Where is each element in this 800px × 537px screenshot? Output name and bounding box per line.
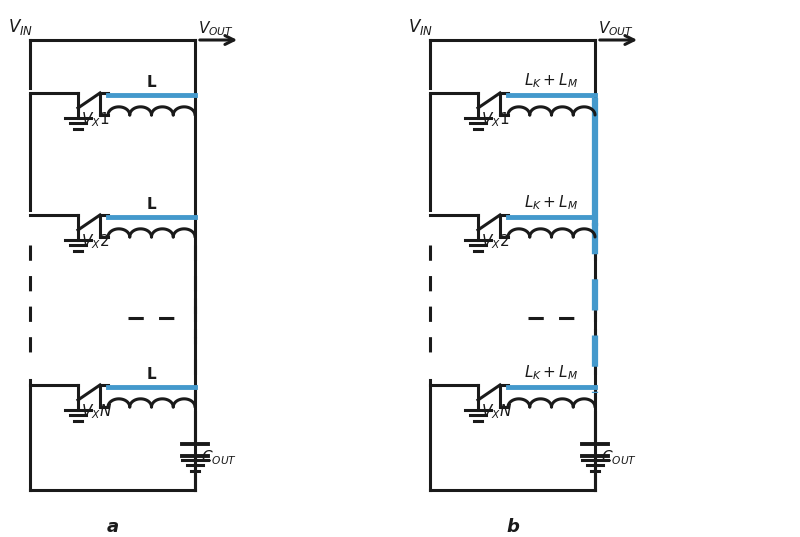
Text: $C_{OUT}$: $C_{OUT}$ (601, 448, 637, 467)
Text: $V_X2$: $V_X2$ (481, 232, 510, 251)
Text: $V_XN$: $V_XN$ (81, 402, 112, 420)
Text: $V_X2$: $V_X2$ (81, 232, 110, 251)
Text: $V_{IN}$: $V_{IN}$ (408, 17, 433, 37)
Text: L: L (146, 197, 156, 212)
Text: $C_{OUT}$: $C_{OUT}$ (201, 448, 237, 467)
Text: $V_{IN}$: $V_{IN}$ (8, 17, 33, 37)
Text: $V_X1$: $V_X1$ (481, 110, 510, 129)
Text: L: L (146, 75, 156, 90)
Text: $L_K + L_M$: $L_K + L_M$ (525, 71, 578, 90)
Text: b: b (506, 518, 519, 536)
Text: $L_K + L_M$: $L_K + L_M$ (525, 364, 578, 382)
Text: $V_{OUT}$: $V_{OUT}$ (198, 19, 234, 38)
Text: $V_XN$: $V_XN$ (481, 402, 512, 420)
Text: $V_{OUT}$: $V_{OUT}$ (598, 19, 634, 38)
Text: a: a (106, 518, 118, 536)
Text: L: L (146, 367, 156, 382)
Text: $V_X1$: $V_X1$ (81, 110, 110, 129)
Text: $L_K + L_M$: $L_K + L_M$ (525, 193, 578, 212)
